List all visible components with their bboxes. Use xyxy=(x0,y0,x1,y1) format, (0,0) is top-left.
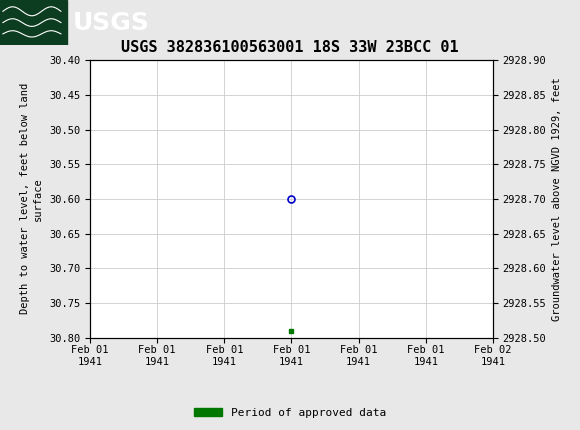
Text: USGS: USGS xyxy=(72,11,150,34)
Text: USGS 382836100563001 18S 33W 23BCC 01: USGS 382836100563001 18S 33W 23BCC 01 xyxy=(121,40,459,55)
Y-axis label: Groundwater level above NGVD 1929, feet: Groundwater level above NGVD 1929, feet xyxy=(552,77,562,321)
Bar xyxy=(0,0,67,45)
Legend: Period of approved data: Period of approved data xyxy=(190,403,390,422)
Y-axis label: Depth to water level, feet below land
surface: Depth to water level, feet below land su… xyxy=(20,83,44,314)
